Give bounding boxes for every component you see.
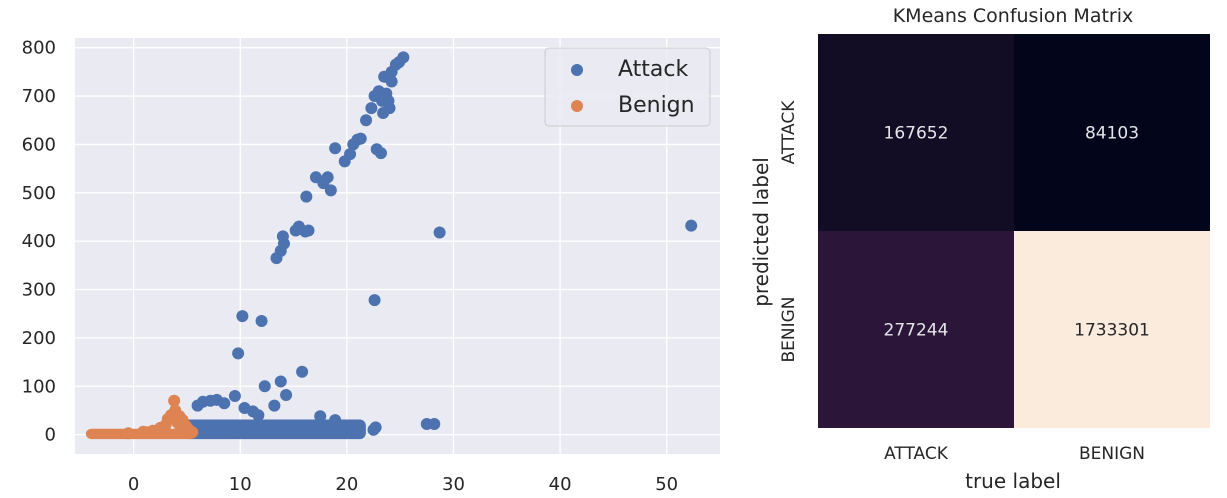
point-attack — [397, 51, 410, 64]
scatter-gridlines — [75, 38, 720, 454]
scatter-points — [122, 51, 698, 440]
point-benign — [151, 425, 164, 438]
legend-label-attack: Attack — [618, 57, 688, 82]
heatmap-cell — [818, 231, 1014, 428]
legend-label-benign: Benign — [618, 93, 695, 118]
point-attack — [268, 399, 281, 412]
heatmap-cell — [1014, 231, 1210, 428]
point-attack — [258, 380, 271, 393]
heatmap-x-tick-label: ATTACK — [884, 444, 949, 464]
heatmap-x-axis-label: true label — [965, 469, 1061, 493]
point-benign — [186, 426, 199, 439]
heatmap-cell-value: 1733301 — [1074, 321, 1150, 341]
point-attack — [302, 224, 315, 237]
point-attack — [433, 226, 446, 239]
point-attack — [367, 423, 380, 436]
legend-marker-benign — [571, 100, 583, 112]
point-attack — [368, 294, 381, 307]
y-tick-label: 700 — [22, 86, 56, 107]
point-attack — [314, 410, 327, 423]
point-attack — [365, 102, 378, 115]
point-attack — [247, 405, 260, 418]
y-tick-label: 300 — [22, 280, 56, 301]
point-attack — [329, 142, 342, 155]
point-attack — [300, 190, 313, 203]
point-benign — [140, 426, 153, 439]
point-attack — [354, 132, 367, 145]
point-attack — [685, 219, 698, 232]
heatmap-cell — [1014, 34, 1210, 231]
heatmap-cell-value: 167652 — [884, 124, 949, 144]
point-benign — [122, 427, 135, 440]
point-attack — [232, 347, 245, 360]
heatmap-y-axis-label: predicted label — [749, 157, 773, 307]
confusion-matrix-heatmap: KMeans Confusion Matrix 167652 84103 27724… — [749, 5, 1210, 493]
x-tick-label: 40 — [549, 474, 572, 495]
x-tick-label: 20 — [335, 474, 358, 495]
x-tick-label: 50 — [655, 474, 678, 495]
point-attack — [374, 147, 387, 160]
heatmap-cell-value: 84103 — [1085, 124, 1139, 144]
point-attack — [255, 314, 268, 327]
heatmap-x-tick-label: BENIGN — [1079, 444, 1145, 464]
heatmap-cell-value: 277244 — [884, 321, 949, 341]
point-attack — [276, 230, 289, 243]
x-tick-label: 0 — [128, 474, 139, 495]
heatmap-y-tick-label: ATTACK — [779, 100, 799, 165]
legend-marker-attack — [571, 64, 583, 76]
y-tick-label: 200 — [22, 328, 56, 349]
point-attack — [218, 397, 231, 410]
point-attack — [428, 418, 441, 431]
point-attack — [385, 75, 398, 88]
point-benign — [168, 394, 181, 407]
heatmap-cells: 167652 84103 277244 1733301 — [818, 34, 1210, 428]
point-attack — [324, 184, 337, 197]
point-attack — [274, 375, 287, 388]
point-attack — [360, 114, 373, 127]
point-attack — [321, 171, 334, 184]
point-attack — [236, 310, 249, 323]
point-attack — [344, 148, 357, 161]
point-attack — [228, 389, 241, 402]
x-tick-label: 10 — [229, 474, 252, 495]
cluster-attack — [183, 419, 366, 440]
point-benign — [174, 422, 187, 435]
y-tick-label: 100 — [22, 376, 56, 397]
legend: Attack Benign — [544, 47, 711, 127]
heatmap-cell — [818, 34, 1014, 231]
point-attack — [296, 365, 309, 378]
y-tick-label: 400 — [22, 231, 56, 252]
heatmap-y-tick-label: BENIGN — [779, 296, 799, 362]
heatmap-title: KMeans Confusion Matrix — [893, 5, 1134, 27]
legend-box — [544, 47, 711, 127]
y-tick-label: 0 — [45, 425, 56, 446]
point-attack — [383, 102, 396, 115]
y-tick-label: 500 — [22, 183, 56, 204]
y-tick-label: 800 — [22, 38, 56, 59]
x-tick-label: 30 — [442, 474, 465, 495]
point-attack — [280, 388, 293, 401]
heatmap-axis-tick-labels: ATTACK BENIGN ATTACK BENIGN — [779, 100, 1145, 464]
y-tick-label: 600 — [22, 134, 56, 155]
point-attack — [332, 419, 345, 432]
